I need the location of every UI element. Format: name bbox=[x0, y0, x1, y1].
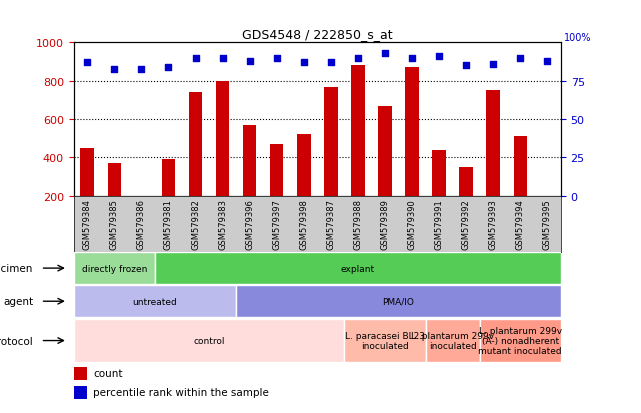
Point bbox=[299, 60, 309, 66]
Text: 100%: 100% bbox=[564, 33, 592, 43]
Text: GSM579391: GSM579391 bbox=[435, 199, 444, 249]
Point bbox=[353, 55, 363, 62]
Bar bbox=[378, 107, 392, 235]
Bar bbox=[243, 126, 256, 235]
Bar bbox=[135, 230, 148, 235]
Bar bbox=[270, 145, 283, 235]
Text: GSM579385: GSM579385 bbox=[110, 199, 119, 250]
Text: GSM579387: GSM579387 bbox=[326, 199, 335, 250]
Bar bbox=[405, 68, 419, 235]
Bar bbox=[74, 286, 236, 317]
Text: GSM579384: GSM579384 bbox=[83, 199, 92, 250]
Bar bbox=[74, 386, 87, 399]
Text: GSM579382: GSM579382 bbox=[191, 199, 200, 250]
Text: control: control bbox=[194, 336, 225, 345]
Text: GSM579390: GSM579390 bbox=[408, 199, 417, 249]
Text: untreated: untreated bbox=[133, 297, 178, 306]
Bar bbox=[108, 164, 121, 235]
Text: GSM579392: GSM579392 bbox=[462, 199, 470, 249]
Text: protocol: protocol bbox=[0, 336, 33, 346]
Text: specimen: specimen bbox=[0, 263, 33, 273]
Text: GSM579397: GSM579397 bbox=[272, 199, 281, 250]
Bar bbox=[216, 81, 229, 235]
Text: GSM579396: GSM579396 bbox=[245, 199, 254, 250]
Point bbox=[434, 54, 444, 60]
Text: GSM579394: GSM579394 bbox=[516, 199, 525, 249]
Text: PMA/IO: PMA/IO bbox=[383, 297, 415, 306]
Point bbox=[542, 58, 553, 65]
Bar bbox=[460, 168, 473, 235]
Point bbox=[461, 63, 471, 69]
Bar bbox=[162, 160, 175, 235]
Bar bbox=[324, 87, 338, 235]
Point bbox=[326, 60, 336, 66]
Point bbox=[380, 51, 390, 57]
Point bbox=[515, 55, 526, 62]
Text: GSM579381: GSM579381 bbox=[164, 199, 173, 250]
Point bbox=[82, 60, 92, 66]
Point bbox=[163, 64, 174, 71]
Text: GSM579383: GSM579383 bbox=[218, 199, 227, 250]
Bar bbox=[479, 319, 561, 363]
Text: GSM579395: GSM579395 bbox=[543, 199, 552, 249]
Text: GSM579398: GSM579398 bbox=[299, 199, 308, 250]
Bar bbox=[74, 367, 87, 380]
Bar bbox=[426, 319, 479, 363]
Bar bbox=[236, 286, 561, 317]
Bar bbox=[344, 319, 426, 363]
Bar bbox=[487, 91, 500, 235]
Bar bbox=[513, 137, 527, 235]
Text: percentile rank within the sample: percentile rank within the sample bbox=[93, 387, 269, 397]
Text: GSM579386: GSM579386 bbox=[137, 199, 146, 250]
Bar bbox=[74, 319, 344, 363]
Bar bbox=[81, 148, 94, 235]
Text: L. plantarum 299v
(A-) nonadherent
mutant inoculated: L. plantarum 299v (A-) nonadherent mutan… bbox=[478, 326, 562, 356]
Bar bbox=[188, 93, 203, 235]
Point bbox=[488, 62, 498, 68]
Bar bbox=[74, 253, 155, 284]
Text: directly frozen: directly frozen bbox=[81, 264, 147, 273]
Point bbox=[407, 55, 417, 62]
Point bbox=[217, 55, 228, 62]
Text: agent: agent bbox=[3, 297, 33, 306]
Text: L. paracasei BL23
inoculated: L. paracasei BL23 inoculated bbox=[345, 331, 425, 350]
Text: GSM579393: GSM579393 bbox=[488, 199, 497, 250]
Point bbox=[109, 66, 119, 73]
Bar bbox=[351, 66, 365, 235]
Text: explant: explant bbox=[341, 264, 375, 273]
Bar bbox=[432, 150, 446, 235]
Point bbox=[244, 58, 254, 65]
Point bbox=[137, 66, 147, 73]
Text: GSM579388: GSM579388 bbox=[353, 199, 362, 250]
Text: count: count bbox=[93, 368, 122, 378]
Bar bbox=[155, 253, 561, 284]
Text: GSM579389: GSM579389 bbox=[381, 199, 390, 250]
Text: L. plantarum 299v
inoculated: L. plantarum 299v inoculated bbox=[411, 331, 494, 350]
Bar bbox=[297, 135, 310, 235]
Title: GDS4548 / 222850_s_at: GDS4548 / 222850_s_at bbox=[242, 28, 392, 41]
Point bbox=[272, 55, 282, 62]
Point bbox=[190, 55, 201, 62]
